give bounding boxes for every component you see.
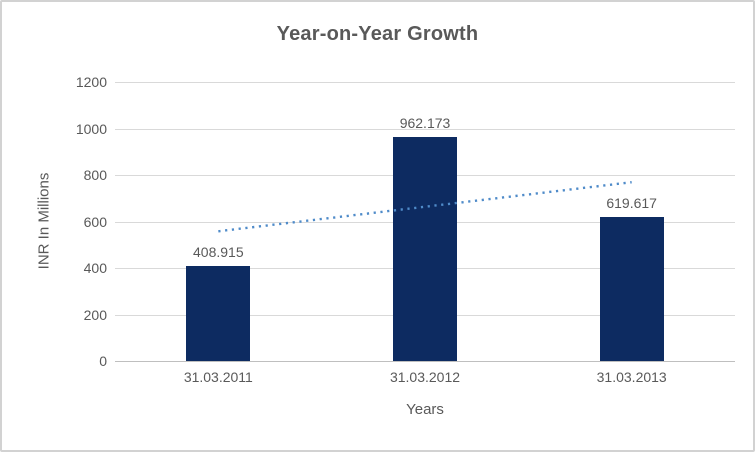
chart-title: Year-on-Year Growth xyxy=(276,23,479,45)
bar xyxy=(599,216,664,361)
gridline xyxy=(115,128,735,130)
x-tick-label: 31.03.2011 xyxy=(183,369,253,385)
y-tick-label: 1200 xyxy=(75,74,107,90)
bar-slot: 962.173 xyxy=(393,82,457,361)
bar xyxy=(186,265,251,361)
x-tick-label: 31.03.2013 xyxy=(596,369,667,385)
x-axis-tick-labels: 31.03.2011 31.03.2012 31.03.2013 xyxy=(115,369,735,385)
bar-slot: 619.617 xyxy=(599,82,664,361)
trendline xyxy=(218,181,632,233)
x-tick-label: 31.03.2012 xyxy=(389,369,461,385)
bar xyxy=(393,137,457,361)
y-tick-label: 600 xyxy=(83,213,107,230)
gridline xyxy=(115,82,735,83)
y-tick-label: 200 xyxy=(83,306,107,323)
bar-value-label: 408.915 xyxy=(193,243,244,260)
bar-value-label: 619.617 xyxy=(606,194,657,211)
y-tick-label: 0 xyxy=(99,353,107,369)
y-tick-label: 800 xyxy=(83,167,107,183)
trendline-dotted-line xyxy=(218,181,632,233)
bar-value-label: 962.173 xyxy=(399,115,451,132)
plot-area: 408.915 962.173 619.617 xyxy=(115,82,735,362)
y-tick-label: 1000 xyxy=(75,120,107,137)
x-axis-title: Years xyxy=(406,401,444,418)
y-tick-label: 400 xyxy=(83,260,107,276)
bar-slot: 408.915 xyxy=(186,82,251,361)
